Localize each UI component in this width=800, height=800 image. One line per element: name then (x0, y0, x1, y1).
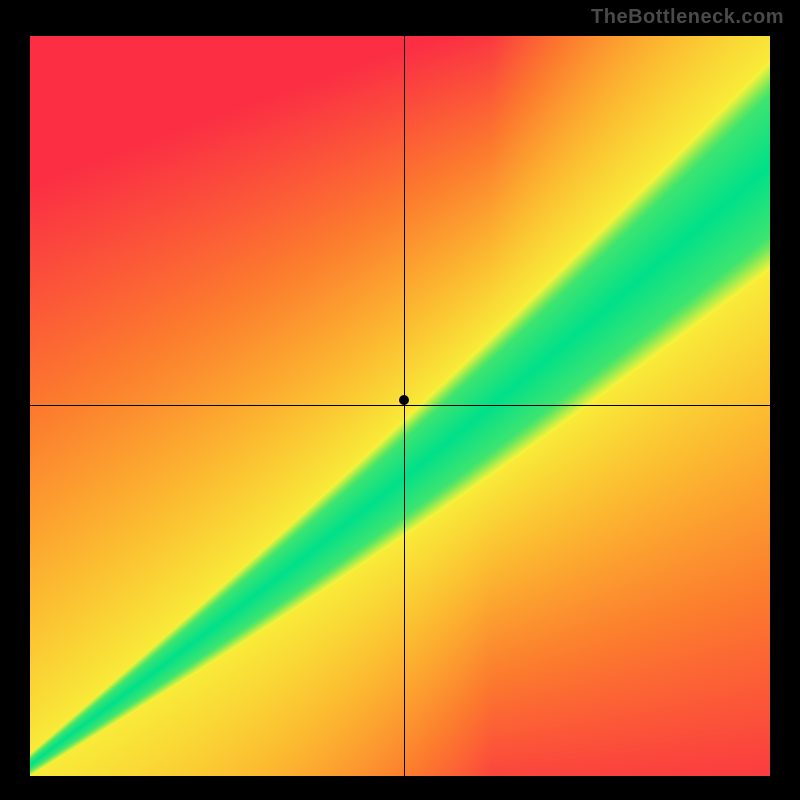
crosshair-vertical (404, 36, 405, 776)
crosshair-horizontal (30, 405, 770, 406)
heatmap-canvas (30, 36, 770, 776)
plot-area (30, 36, 770, 776)
watermark-text: TheBottleneck.com (591, 6, 784, 29)
marker-point (399, 395, 409, 405)
